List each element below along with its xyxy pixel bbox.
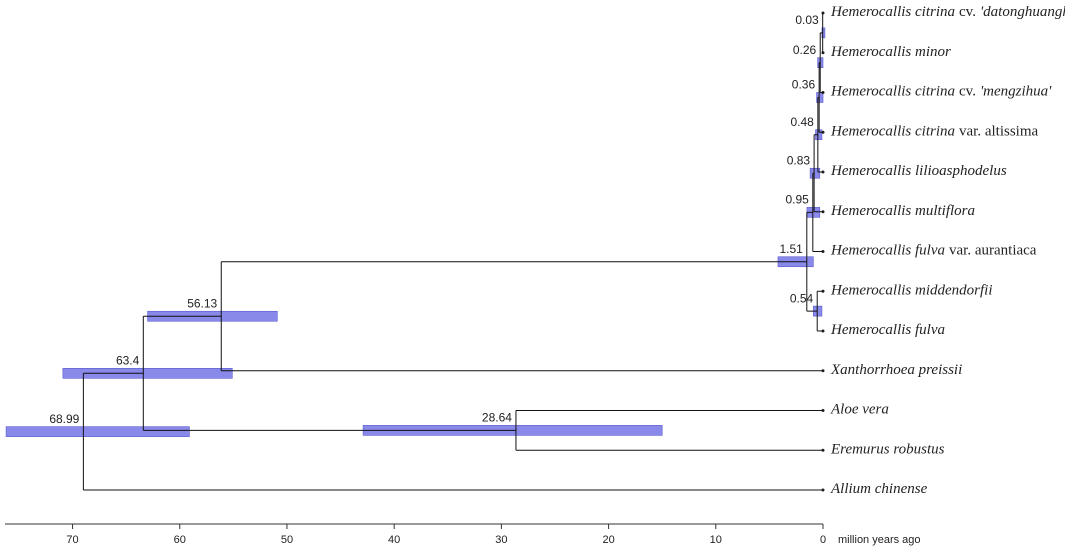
x-tick-label: 60 [174,534,186,546]
node-age-label: 0.48 [790,115,814,129]
taxon-name: Hemerocallis middendorfii [830,283,993,299]
node-age-label: 63.4 [116,353,140,367]
cultivar: 'mengzihua' [980,84,1052,100]
node-age-label: 68.99 [49,412,79,426]
leaf-label: Hemerocallis multiflora [830,203,975,219]
hpd-bar [5,426,190,437]
taxon-name: Hemerocallis minor [830,44,951,60]
x-tick-label: 10 [710,534,722,546]
node-age-label: 56.13 [187,296,217,310]
node-age-label: 0.54 [790,291,814,305]
x-tick-label: 50 [281,534,293,546]
leaf-label: Allium chinense [830,481,928,497]
leaf-label: Hemerocallis middendorfii [830,283,993,299]
taxon-name: Xanthorrhoea preissii [830,362,962,378]
taxon-name: Hemerocallis citrina [830,84,955,100]
node-age-label: 0.26 [793,43,817,57]
axis-label: million years ago [838,534,921,546]
x-tick-label: 20 [602,534,614,546]
node-age-label: 0.95 [785,193,809,207]
branches [82,11,825,492]
taxon-name: Aloe vera [830,402,889,418]
taxon-name: Hemerocallis fulva [830,243,945,259]
taxon-name: Hemerocallis multiflora [830,203,975,219]
node-age-label: 28.64 [482,411,512,425]
node-age-label: 0.83 [787,153,811,167]
x-tick-label: 30 [495,534,507,546]
leaf-label: Hemerocallis lilioasphodelus [830,163,1007,179]
taxon-name: Hemerocallis citrina [830,4,955,20]
node-age-label: 0.36 [792,78,816,92]
leaf-label: Hemerocallis fulva var. aurantiaca [830,243,1037,259]
node-age-label: 0.03 [795,13,819,27]
x-tick-label: 70 [66,534,78,546]
qualifier: cv. [959,4,976,20]
leaf-label: Hemerocallis citrina var. altissima [830,124,1039,140]
taxon-name: Hemerocallis citrina [830,124,955,140]
node-age-label: 1.51 [779,242,803,256]
hpd-bar [62,368,233,379]
x-tick-label: 0 [820,534,826,546]
qualifier: var. aurantiaca [949,243,1037,259]
taxon-name: Eremurus robustus [830,442,945,458]
leaf-label: Hemerocallis fulva [830,322,945,338]
qualifier: var. altissima [959,124,1038,140]
hpd-bars [5,27,826,437]
leaf-label: Xanthorrhoea preissii [830,362,962,378]
leaf-label: Eremurus robustus [830,442,945,458]
taxon-name: Hemerocallis lilioasphodelus [830,163,1007,179]
labels: Hemerocallis citrinacv.'datonghuanghua'H… [49,4,1065,497]
hpd-bar [809,167,821,179]
cultivar: 'datonghuanghua' [980,4,1065,20]
leaf-label: Aloe vera [830,402,889,418]
x-tick-label: 40 [388,534,400,546]
taxon-name: Hemerocallis fulva [830,322,945,338]
leaf-label: Hemerocallis minor [830,44,951,60]
taxon-name: Allium chinense [830,481,928,497]
leaf-label: Hemerocallis citrina cv.'mengzihua' [830,84,1052,100]
qualifier: cv. [959,84,976,100]
